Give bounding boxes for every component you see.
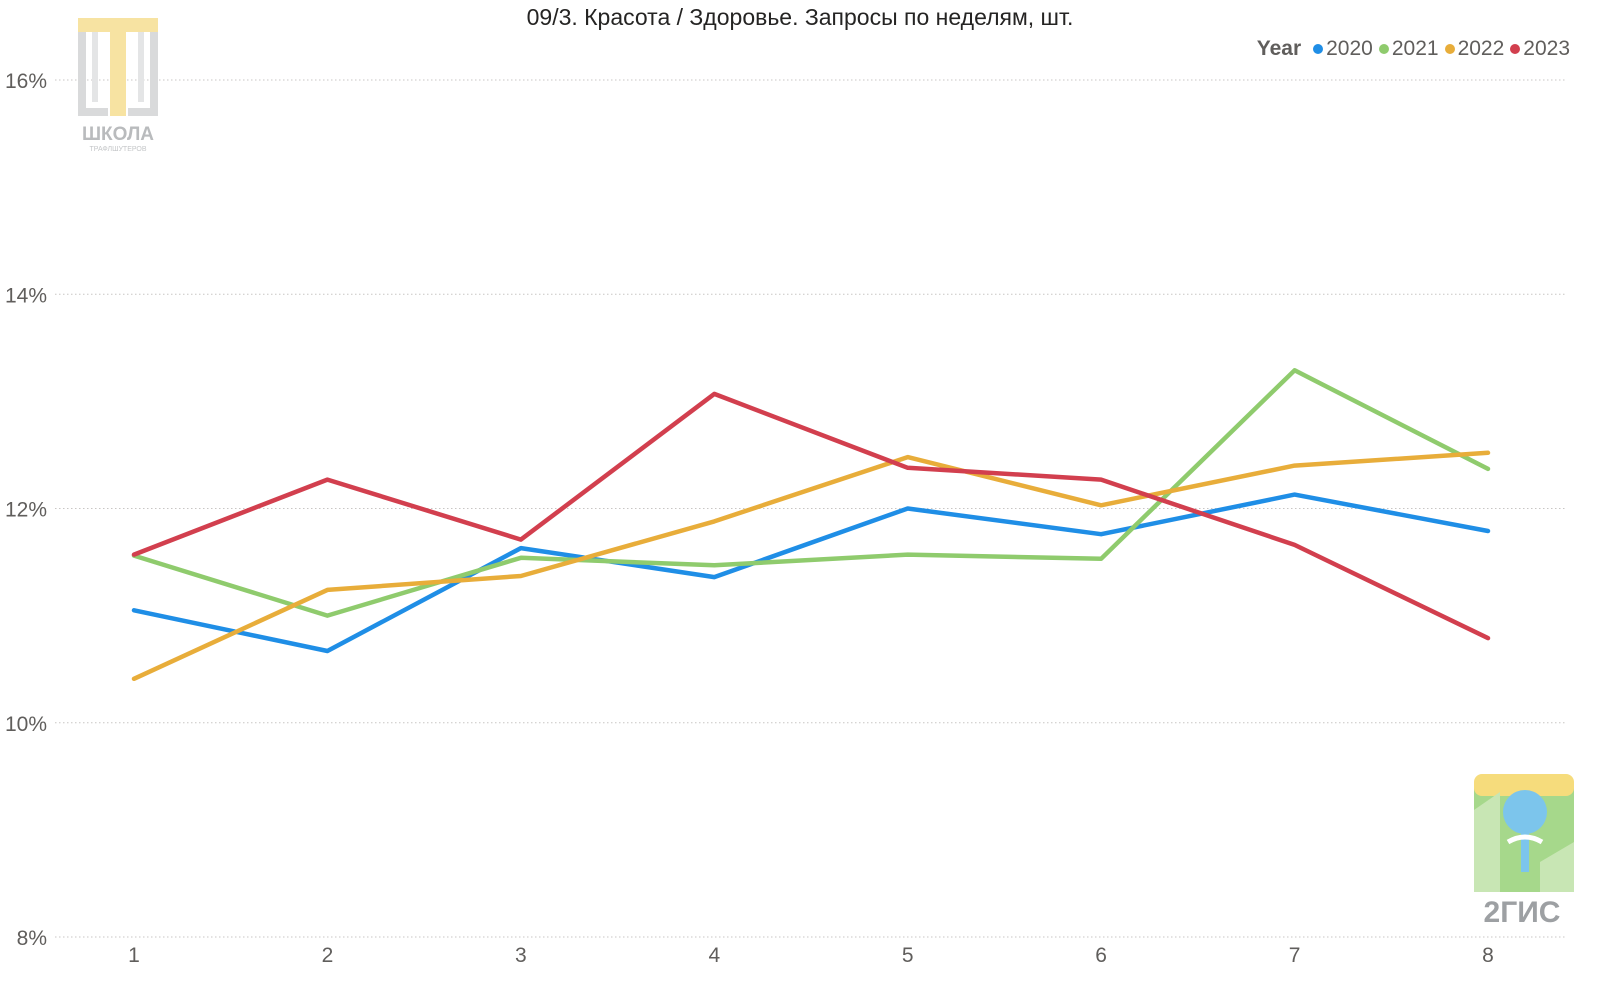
legend-item-2021[interactable]: 2021 bbox=[1378, 37, 1439, 61]
x-tick-label: 4 bbox=[708, 944, 720, 967]
school-logo: ШКОЛА ТРАФЛШУТЕРОВ bbox=[78, 18, 158, 153]
series-line-2021 bbox=[131, 368, 1491, 618]
legend-dot-icon bbox=[1378, 44, 1389, 54]
svg-text:ТРАФЛШУТЕРОВ: ТРАФЛШУТЕРОВ bbox=[89, 146, 146, 153]
legend-items: 2020 2021 2022 2023 bbox=[1307, 37, 1570, 61]
legend-label: 2023 bbox=[1523, 37, 1570, 60]
legend-dot-icon bbox=[1444, 44, 1455, 54]
chart-title: 09/3. Красота / Здоровье. Запросы по нед… bbox=[526, 4, 1074, 30]
legend-item-2023[interactable]: 2023 bbox=[1510, 37, 1570, 61]
legend-item-2020[interactable]: 2020 bbox=[1313, 37, 1373, 61]
series-lines bbox=[131, 368, 1491, 682]
svg-text:2ГИС: 2ГИС bbox=[1484, 896, 1561, 929]
legend-label: 2022 bbox=[1457, 37, 1505, 60]
legend-dot-icon bbox=[1510, 44, 1521, 54]
x-tick-label: 7 bbox=[1289, 944, 1301, 967]
legend-dot-icon bbox=[1313, 44, 1324, 54]
x-tick-label: 2 bbox=[322, 944, 334, 967]
x-tick-label: 5 bbox=[902, 944, 914, 967]
y-tick-label: 16% bbox=[5, 70, 47, 93]
y-tick-label: 14% bbox=[5, 284, 47, 307]
gridlines bbox=[55, 79, 1565, 938]
x-tick-label: 6 bbox=[1095, 944, 1107, 967]
series-line-2023 bbox=[131, 391, 1491, 641]
series-line-2022 bbox=[131, 450, 1491, 682]
x-tick-label: 1 bbox=[128, 944, 140, 967]
legend-item-2022[interactable]: 2022 bbox=[1444, 37, 1505, 61]
y-tick-label: 10% bbox=[5, 713, 47, 736]
y-tick-label: 12% bbox=[5, 499, 47, 522]
legend-label: 2021 bbox=[1391, 37, 1439, 60]
x-axis-ticks: 1 2 3 4 5 6 7 8 bbox=[128, 944, 1494, 967]
x-tick-label: 8 bbox=[1482, 944, 1494, 967]
legend-label: 2020 bbox=[1326, 37, 1373, 60]
legend: Year 2020 2021 2022 2023 bbox=[1257, 37, 1570, 61]
y-tick-label: 8% bbox=[17, 927, 47, 950]
legend-title: Year bbox=[1256, 37, 1302, 60]
svg-text:ШКОЛА: ШКОЛА bbox=[82, 124, 154, 145]
y-axis-ticks: 8% 10% 12% 14% 16% bbox=[5, 70, 47, 950]
2gis-logo: 2ГИС bbox=[1474, 774, 1574, 929]
series-line-2020 bbox=[131, 492, 1491, 654]
x-tick-label: 3 bbox=[515, 944, 527, 967]
